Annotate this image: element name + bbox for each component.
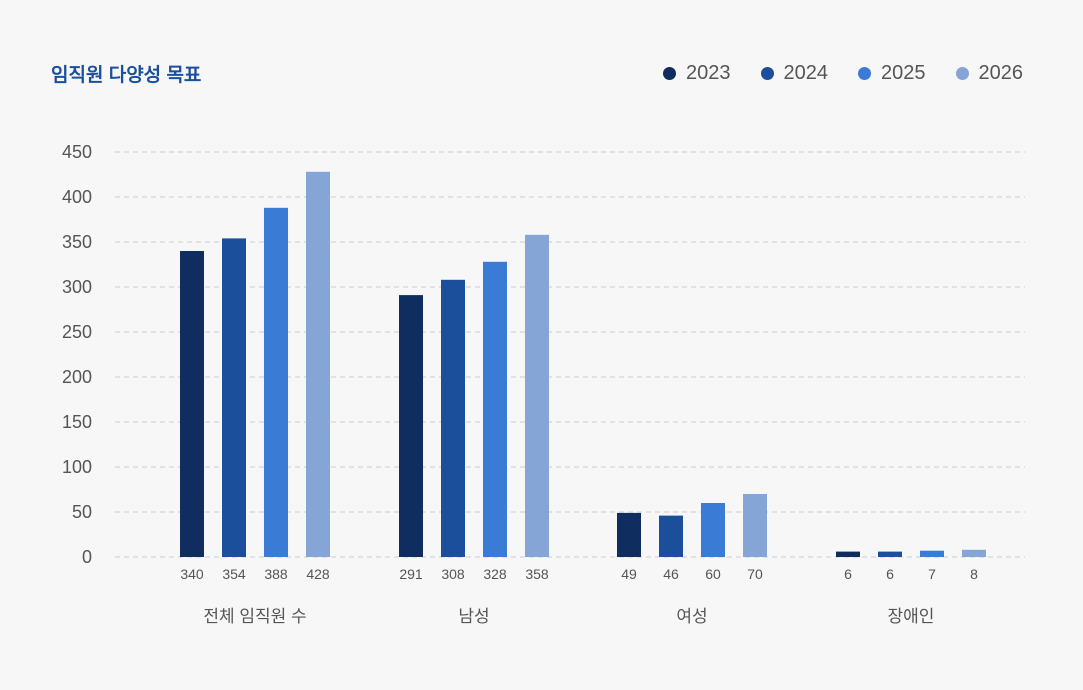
data-label: 6 (844, 566, 852, 582)
legend-dot-icon (955, 67, 969, 80)
data-label: 60 (705, 566, 721, 582)
x-category-label: 전체 임직원 수 (203, 607, 306, 626)
y-tick-label: 350 (62, 232, 92, 252)
legend-label: 2024 (783, 62, 829, 84)
y-tick-label: 100 (62, 457, 92, 477)
bar-2023 (836, 551, 860, 557)
y-tick-label: 450 (62, 142, 92, 162)
y-tick-label: 150 (62, 412, 92, 432)
bar-2026 (525, 234, 549, 558)
chart-title: 임직원 다양성 목표 (51, 65, 202, 86)
data-label: 308 (441, 566, 465, 582)
y-tick-label: 200 (62, 367, 92, 387)
bar-2024 (659, 515, 683, 557)
y-tick-label: 300 (62, 277, 92, 297)
data-label: 291 (399, 566, 423, 582)
bar-2025 (920, 550, 944, 557)
data-label: 70 (747, 566, 763, 582)
y-tick-label: 400 (62, 187, 92, 207)
data-label: 46 (663, 566, 679, 582)
y-tick-label: 250 (62, 322, 92, 342)
data-label: 6 (886, 566, 894, 582)
bar-2024 (441, 279, 465, 557)
legend: 2023 2024 2025 2026 (663, 62, 1023, 85)
bar-2023 (399, 295, 423, 557)
bar-2026 (743, 494, 767, 557)
y-tick-label: 50 (72, 502, 92, 522)
legend-item-2023: 2023 (663, 62, 731, 85)
data-label: 340 (180, 566, 204, 582)
legend-label: 2023 (686, 62, 731, 84)
data-label: 328 (483, 566, 507, 582)
legend-label: 2025 (881, 62, 926, 84)
x-category-label: 장애인 (888, 607, 935, 626)
bar-2025 (483, 261, 507, 557)
legend-item-2026: 2026 (955, 62, 1024, 85)
legend-dot-icon (858, 67, 871, 80)
y-tick-label: 0 (82, 547, 92, 567)
legend-dot-icon (663, 67, 676, 80)
legend-item-2025: 2025 (858, 62, 926, 85)
legend-dot-icon (760, 67, 774, 80)
data-label: 49 (621, 566, 637, 582)
bar-2023 (617, 512, 641, 557)
legend-item-2024: 2024 (760, 62, 829, 85)
bar-2023 (180, 251, 204, 557)
x-category-label: 여성 (676, 607, 707, 626)
data-label: 358 (525, 566, 549, 582)
bar-2024 (878, 551, 902, 557)
data-label: 388 (264, 566, 288, 582)
data-label: 8 (970, 566, 978, 582)
bar-2024 (222, 238, 246, 557)
bar-2026 (962, 549, 986, 557)
data-label: 354 (222, 566, 246, 582)
x-category-label: 남성 (458, 607, 489, 626)
bar-2025 (701, 503, 725, 557)
data-label: 7 (928, 566, 936, 582)
data-label: 428 (306, 566, 330, 582)
legend-label: 2026 (978, 62, 1024, 84)
bar-2026 (306, 171, 330, 558)
bar-2025 (264, 207, 288, 558)
